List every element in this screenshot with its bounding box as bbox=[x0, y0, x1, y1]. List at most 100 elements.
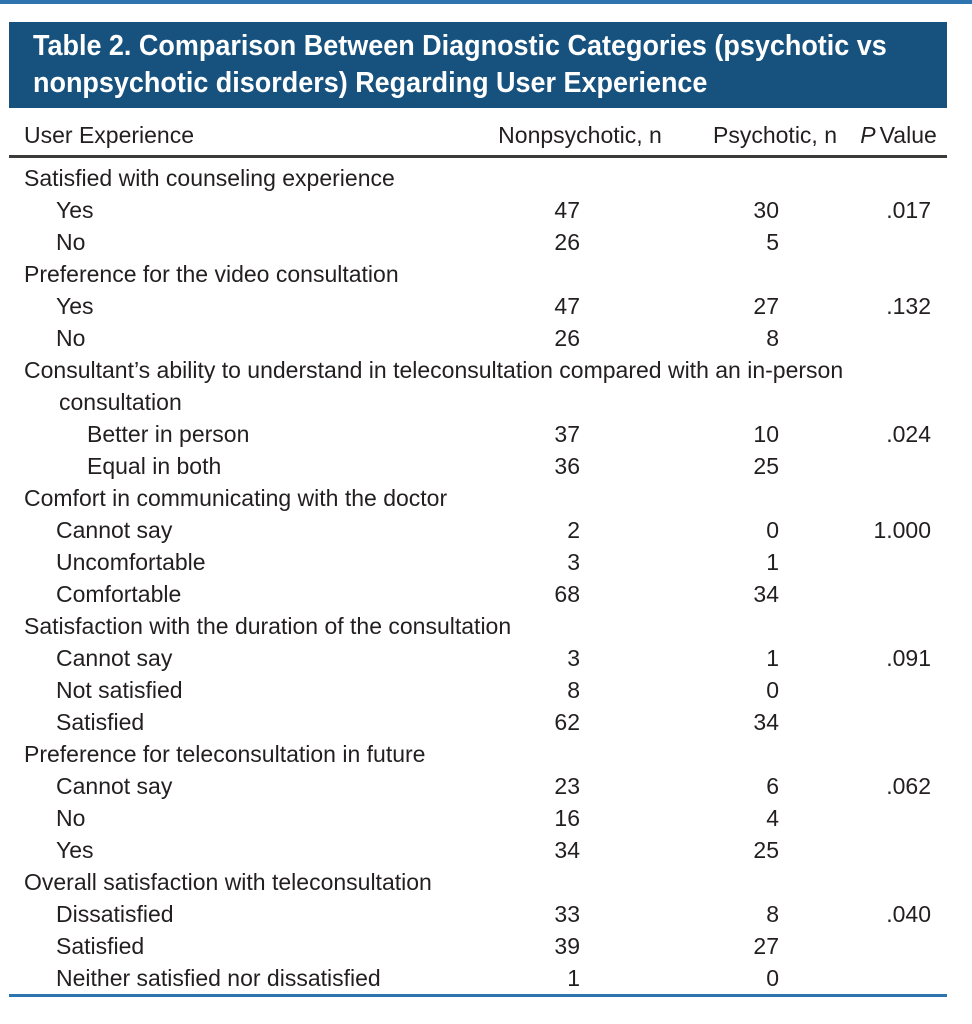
column-header-user-experience: User Experience bbox=[9, 108, 460, 158]
row-label: Satisfied bbox=[56, 933, 145, 959]
nonpsychotic-value: 68 bbox=[554, 581, 580, 607]
nonpsychotic-value: 39 bbox=[554, 933, 580, 959]
nonpsychotic-value: 47 bbox=[554, 293, 580, 319]
row-label: Not satisfied bbox=[56, 677, 183, 703]
nonpsychotic-value: 62 bbox=[554, 709, 580, 735]
table-title-bar: Table 2. Comparison Between Diagnostic C… bbox=[9, 22, 947, 108]
p-value bbox=[850, 226, 947, 258]
table-row: Equal in both 36 25 bbox=[9, 450, 947, 482]
category-label: Preference for the video consultation bbox=[24, 261, 399, 287]
table-row: Not satisfied 8 0 bbox=[9, 674, 947, 706]
nonpsychotic-value: 26 bbox=[554, 229, 580, 255]
table-row: Dissatisfied 33 8 .040 bbox=[9, 898, 947, 930]
psychotic-value: 1 bbox=[766, 645, 779, 671]
psychotic-value: 4 bbox=[766, 805, 779, 831]
nonpsychotic-value: 23 bbox=[554, 773, 580, 799]
category-label: Preference for teleconsultation in futur… bbox=[24, 741, 426, 767]
row-label: Cannot say bbox=[56, 773, 173, 799]
psychotic-value: 0 bbox=[766, 677, 779, 703]
row-label: No bbox=[56, 229, 86, 255]
row-label: Satisfied bbox=[56, 709, 145, 735]
p-value bbox=[850, 802, 947, 834]
nonpsychotic-value: 33 bbox=[554, 901, 580, 927]
table-row: Yes 47 30 .017 bbox=[9, 194, 947, 226]
row-label: Comfortable bbox=[56, 581, 182, 607]
row-label: Neither satisfied nor dissatisfied bbox=[56, 965, 381, 991]
column-header-nonpsychotic: Nonpsychotic, n bbox=[460, 108, 700, 158]
column-header-p-value: P Value bbox=[850, 108, 947, 158]
nonpsychotic-value: 36 bbox=[554, 453, 580, 479]
table-row: Satisfied 62 34 bbox=[9, 706, 947, 738]
p-value bbox=[850, 322, 947, 354]
p-value bbox=[850, 546, 947, 578]
psychotic-value: 10 bbox=[753, 421, 779, 447]
p-value: .091 bbox=[886, 645, 931, 671]
table-row: No 26 5 bbox=[9, 226, 947, 258]
p-value: .024 bbox=[886, 421, 931, 447]
p-value bbox=[850, 674, 947, 706]
psychotic-value: 34 bbox=[753, 709, 779, 735]
category-label: Consultant’s ability to understand in te… bbox=[24, 357, 844, 415]
table-row: Satisfaction with the duration of the co… bbox=[9, 610, 947, 642]
psychotic-value: 30 bbox=[753, 197, 779, 223]
row-label: Yes bbox=[56, 293, 94, 319]
column-header-row: User Experience Nonpsychotic, n Psychoti… bbox=[9, 108, 947, 158]
row-label: Uncomfortable bbox=[56, 549, 206, 575]
row-label: No bbox=[56, 805, 86, 831]
table-row: Better in person 37 10 .024 bbox=[9, 418, 947, 450]
psychotic-value: 25 bbox=[753, 837, 779, 863]
p-value bbox=[850, 450, 947, 482]
row-label: Dissatisfied bbox=[56, 901, 174, 927]
psychotic-value: 34 bbox=[753, 581, 779, 607]
table-row: Satisfied with counseling experience bbox=[9, 157, 947, 195]
row-label: Yes bbox=[56, 197, 94, 223]
table-body: Satisfied with counseling experience Yes 4… bbox=[9, 157, 947, 996]
p-value bbox=[850, 930, 947, 962]
psychotic-value: 27 bbox=[753, 293, 779, 319]
table-row: Preference for teleconsultation in futur… bbox=[9, 738, 947, 770]
table-row: Comfortable 68 34 bbox=[9, 578, 947, 610]
nonpsychotic-value: 3 bbox=[567, 645, 580, 671]
row-label: Better in person bbox=[87, 421, 250, 447]
nonpsychotic-value: 1 bbox=[567, 965, 580, 991]
table-row: Yes 47 27 .132 bbox=[9, 290, 947, 322]
comparison-table: User Experience Nonpsychotic, n Psychoti… bbox=[9, 108, 947, 997]
table-row: Yes 34 25 bbox=[9, 834, 947, 866]
table-row: Consultant’s ability to understand in te… bbox=[9, 354, 947, 418]
nonpsychotic-value: 3 bbox=[567, 549, 580, 575]
nonpsychotic-value: 8 bbox=[567, 677, 580, 703]
nonpsychotic-value: 16 bbox=[554, 805, 580, 831]
column-header-psychotic: Psychotic, n bbox=[700, 108, 850, 158]
table-row: Cannot say 23 6 .062 bbox=[9, 770, 947, 802]
category-label: Satisfied with counseling experience bbox=[24, 165, 395, 191]
p-value bbox=[850, 706, 947, 738]
p-value: 1.000 bbox=[873, 517, 931, 543]
p-value bbox=[850, 834, 947, 866]
top-accent-rule bbox=[0, 0, 972, 4]
row-label: No bbox=[56, 325, 86, 351]
psychotic-value: 8 bbox=[766, 901, 779, 927]
row-label: Cannot say bbox=[56, 517, 173, 543]
p-value: .017 bbox=[886, 197, 931, 223]
psychotic-value: 25 bbox=[753, 453, 779, 479]
table-row: No 16 4 bbox=[9, 802, 947, 834]
category-label: Overall satisfaction with teleconsultati… bbox=[24, 869, 432, 895]
table-row: Comfort in communicating with the doctor bbox=[9, 482, 947, 514]
psychotic-value: 0 bbox=[766, 965, 779, 991]
nonpsychotic-value: 47 bbox=[554, 197, 580, 223]
row-label: Yes bbox=[56, 837, 94, 863]
p-value-italic-p: P bbox=[860, 122, 876, 148]
nonpsychotic-value: 37 bbox=[554, 421, 580, 447]
table-row: No 26 8 bbox=[9, 322, 947, 354]
nonpsychotic-value: 26 bbox=[554, 325, 580, 351]
table-row: Neither satisfied nor dissatisfied 1 0 bbox=[9, 962, 947, 996]
p-value: .040 bbox=[886, 901, 931, 927]
psychotic-value: 0 bbox=[766, 517, 779, 543]
psychotic-value: 27 bbox=[753, 933, 779, 959]
psychotic-value: 5 bbox=[766, 229, 779, 255]
psychotic-value: 8 bbox=[766, 325, 779, 351]
table-row: Uncomfortable 3 1 bbox=[9, 546, 947, 578]
category-label: Satisfaction with the duration of the co… bbox=[24, 613, 512, 639]
p-value: .132 bbox=[886, 293, 931, 319]
